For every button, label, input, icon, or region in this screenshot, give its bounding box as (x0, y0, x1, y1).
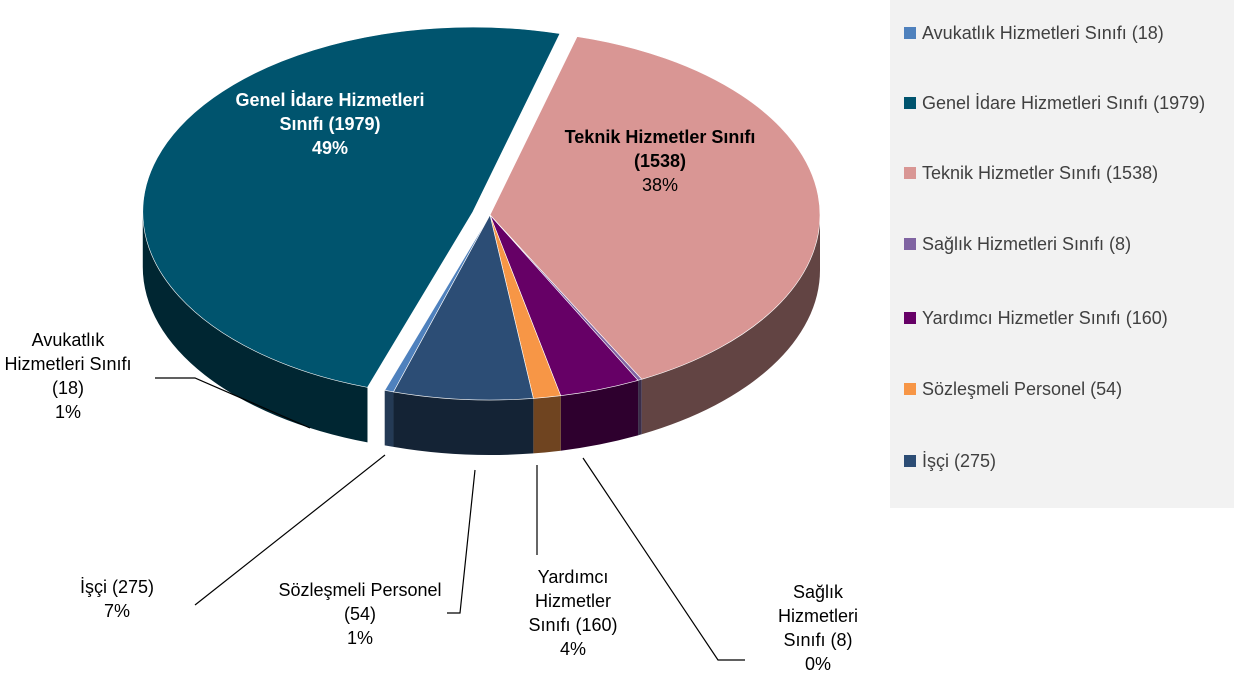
data-label-value: 38% (641, 175, 679, 195)
data-label-value: 0% (804, 654, 831, 674)
data-label: İşçi (275) 7% (57, 575, 177, 623)
data-label: Avukatlık Hizmetleri Sınıfı (18) 1% (3, 328, 133, 424)
data-label-value: 7% (103, 601, 130, 621)
slice (489, 36, 821, 380)
data-label-value: 49% (311, 138, 349, 158)
legend-entry: Avukatlık Hizmetleri Sınıfı (18) (904, 20, 1214, 46)
data-label-value: 1% (54, 402, 81, 422)
legend-swatch (904, 312, 916, 324)
data-label-name: Yardımcı Hizmetler Sınıfı (160) (528, 567, 618, 635)
data-label: Sağlık Hizmetleri Sınıfı (8) 0% (758, 580, 878, 676)
data-label: Yardımcı Hizmetler Sınıfı (160) 4% (513, 565, 633, 661)
slice (142, 26, 561, 388)
legend-label: İşçi (275) (922, 451, 997, 471)
legend-label: Sözleşmeli Personel (54) (922, 379, 1123, 399)
leader-line (447, 469, 476, 614)
data-label-name: Genel İdare Hizmetleri Sınıfı (1979) (235, 90, 425, 134)
legend-entry: İşçi (275) (904, 448, 1214, 474)
slice-side (560, 380, 639, 451)
slice-side (533, 395, 561, 454)
legend-swatch (904, 167, 916, 179)
legend-label: Yardımcı Hizmetler Sınıfı (160) (922, 308, 1168, 328)
data-label-value: 1% (346, 628, 373, 648)
legend-entry: Yardımcı Hizmetler Sınıfı (160) (904, 305, 1214, 331)
slice-side (641, 215, 820, 435)
legend-entry: Sağlık Hizmetleri Sınıfı (8) (904, 231, 1214, 257)
legend-swatch (904, 455, 916, 467)
slice (393, 214, 534, 401)
legend-label: Genel İdare Hizmetleri Sınıfı (1979) (922, 93, 1206, 113)
leader-line (582, 457, 745, 661)
slice-side (384, 390, 394, 447)
data-label-name: Avukatlık Hizmetleri Sınıfı (18) (4, 330, 132, 398)
data-label: Genel İdare Hizmetleri Sınıfı (1979) 49% (235, 88, 425, 160)
legend-swatch (904, 27, 916, 39)
legend-swatch (904, 97, 916, 109)
legend-swatch (904, 238, 916, 250)
data-label: Sözleşmeli Personel (54) 1% (275, 578, 445, 650)
legend-label: Sağlık Hizmetleri Sınıfı (8) (922, 234, 1132, 254)
legend-entry: Genel İdare Hizmetleri Sınıfı (1979) (904, 90, 1214, 116)
data-label: Teknik Hizmetler Sınıfı (1538) 38% (560, 125, 760, 197)
legend-label: Avukatlık Hizmetleri Sınıfı (18) (922, 23, 1164, 43)
leader-line (155, 377, 311, 429)
data-label-value: 4% (559, 639, 586, 659)
leader-line (194, 454, 386, 606)
legend-entry: Teknik Hizmetler Sınıfı (1538) (904, 160, 1214, 186)
data-label-name: İşçi (275) (79, 577, 155, 597)
legend-entry: Sözleşmeli Personel (54) (904, 376, 1214, 402)
data-label-name: Sözleşmeli Personel (54) (278, 580, 442, 624)
pie-area (142, 26, 821, 661)
slice-side (393, 391, 534, 456)
data-label-name: Sağlık Hizmetleri Sınıfı (8) (777, 582, 858, 650)
slice-side (638, 379, 642, 436)
slice-side (142, 212, 368, 443)
legend: Avukatlık Hizmetleri Sınıfı (18) Genel İd… (890, 0, 1234, 508)
legend-label: Teknik Hizmetler Sınıfı (1538) (922, 163, 1159, 183)
legend-swatch (904, 383, 916, 395)
data-label-name: Teknik Hizmetler Sınıfı (1538) (564, 127, 756, 171)
